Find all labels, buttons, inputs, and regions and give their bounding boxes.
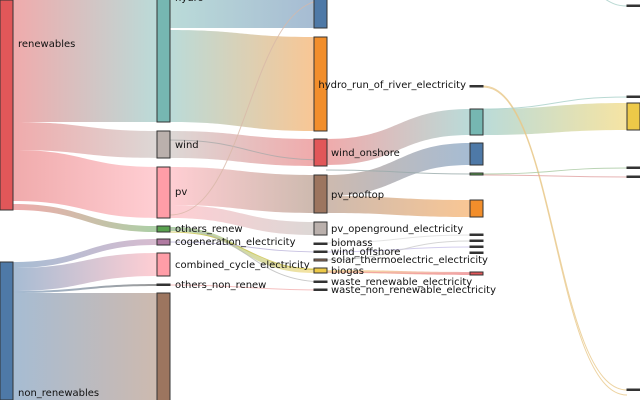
link-pv_rooftop-c3_orange[interactable] — [327, 196, 470, 217]
link-c3_teal-c4_yellow[interactable] — [483, 103, 627, 135]
node-label-waste_renewable_electricity: waste_renewable_electricity — [331, 277, 472, 288]
link-renewables-pv[interactable] — [13, 150, 157, 218]
thin-link — [169, 241, 327, 253]
node-c4_b[interactable] — [626, 166, 640, 169]
link-renewables-others_renew[interactable] — [13, 204, 157, 232]
link-wind_onshore-c3_teal[interactable] — [327, 109, 470, 165]
node-label-hydro: hydro — [175, 0, 204, 4]
node-c3_teal[interactable] — [469, 108, 484, 136]
node-others_non_renew[interactable] — [156, 283, 171, 286]
node-label-biogas: biogas — [331, 266, 364, 277]
node-label-pv: pv — [175, 187, 187, 198]
thin-link — [605, 0, 628, 7]
thin-link — [325, 234, 471, 244]
node-label-hydro_run_of_river_electricity: hydro_run_of_river_electricity — [318, 80, 466, 91]
node-c3_pink[interactable] — [469, 271, 484, 276]
node-c4_top[interactable] — [626, 4, 640, 7]
node-label-pv_openground_electricity: pv_openground_electricity — [331, 224, 463, 235]
node-wind_onshore[interactable] — [313, 138, 328, 167]
node-hydro_reservoir[interactable] — [313, 0, 328, 29]
thin-link — [169, 0, 327, 216]
thin-link — [482, 174, 628, 178]
node-label-solar_thermoelectric_electricity: solar_thermoelectric_electricity — [331, 255, 488, 266]
thin-link — [325, 271, 471, 275]
node-waste_non_renewable_electricity[interactable] — [313, 288, 328, 291]
node-biogas[interactable] — [313, 267, 328, 274]
link-renewables-hydro[interactable] — [13, 0, 157, 123]
link-pv_rooftop-c3_blue[interactable] — [327, 143, 470, 196]
node-label-cogeneration_electricity: cogeneration_electricity — [175, 237, 296, 248]
node-nuclear[interactable] — [156, 292, 171, 400]
node-cogeneration_electricity[interactable] — [156, 238, 171, 246]
node-c3_orange[interactable] — [469, 199, 484, 218]
link-hydro-hydro_other[interactable] — [170, 30, 314, 131]
node-others_renew[interactable] — [156, 225, 171, 233]
node-label-wind_offshore: wind_offshore — [331, 247, 400, 258]
node-combined_cycle_electricity[interactable] — [156, 252, 171, 277]
node-label-wind_onshore: wind_onshore — [331, 148, 400, 159]
node-solar_thermoelectric_electricity[interactable] — [313, 258, 328, 262]
node-hydro[interactable] — [156, 0, 171, 123]
node-pv[interactable] — [156, 166, 171, 219]
node-non_renewables[interactable] — [0, 261, 14, 400]
thin-link — [325, 169, 471, 175]
node-c3_green[interactable] — [469, 172, 484, 176]
node-c3_a[interactable] — [469, 233, 484, 236]
thin-link — [169, 139, 327, 161]
node-c3_c[interactable] — [469, 245, 484, 248]
node-c3_blue[interactable] — [469, 142, 484, 166]
thin-link — [325, 240, 471, 261]
thin-link — [482, 85, 628, 391]
node-c4_yellow[interactable] — [626, 102, 640, 131]
node-c3_d[interactable] — [469, 251, 484, 254]
node-c3_b[interactable] — [469, 239, 484, 242]
node-wind[interactable] — [156, 130, 171, 159]
node-label-wind: wind — [175, 140, 199, 151]
node-label-waste_non_renewable_electricity: waste_non_renewable_electricity — [331, 285, 496, 296]
node-c4_c[interactable] — [626, 175, 640, 178]
link-non_renewables-nuclear[interactable] — [13, 292, 157, 400]
link-pv-pv_rooftop[interactable] — [170, 167, 314, 213]
node-label-others_renew: others_renew — [175, 224, 243, 235]
thin-link — [169, 284, 327, 291]
node-pv_rooftop[interactable] — [313, 174, 328, 214]
node-label-renewables: renewables — [18, 39, 75, 50]
link-hydro-hydro_reservoir[interactable] — [170, 0, 314, 29]
thin-link — [482, 86, 628, 396]
node-label-combined_cycle_electricity: combined_cycle_electricity — [175, 260, 310, 271]
thin-link — [482, 96, 628, 110]
node-hydro_run_of_river_electricity[interactable] — [469, 85, 484, 88]
thin-link — [325, 246, 471, 253]
link-non_renewables-combined_cycle_electricity[interactable] — [13, 253, 157, 291]
node-c4_a[interactable] — [626, 95, 640, 98]
thin-link — [482, 167, 628, 175]
node-label-pv_rooftop: pv_rooftop — [331, 190, 384, 201]
node-label-non_renewables: non_renewables — [18, 388, 99, 399]
link-others_renew-biogas[interactable] — [170, 227, 314, 273]
node-label-others_non_renew: others_non_renew — [175, 280, 266, 291]
thin-link — [169, 231, 327, 271]
node-biomass[interactable] — [313, 242, 328, 245]
node-pv_openground_electricity[interactable] — [313, 221, 328, 236]
node-hydro_other[interactable] — [313, 36, 328, 132]
node-waste_renewable_electricity[interactable] — [313, 280, 328, 283]
link-renewables-wind[interactable] — [13, 122, 157, 158]
node-c4_bottom[interactable] — [626, 388, 640, 391]
node-wind_offshore[interactable] — [313, 250, 328, 253]
node-renewables[interactable] — [0, 0, 14, 211]
thin-link — [169, 228, 327, 283]
link-non_renewables-cogeneration_electricity[interactable] — [13, 239, 157, 268]
node-label-biomass: biomass — [331, 238, 373, 249]
link-non_renewables-others_non_renew[interactable] — [13, 284, 157, 293]
link-pv-pv_openground_electricity[interactable] — [170, 205, 314, 235]
